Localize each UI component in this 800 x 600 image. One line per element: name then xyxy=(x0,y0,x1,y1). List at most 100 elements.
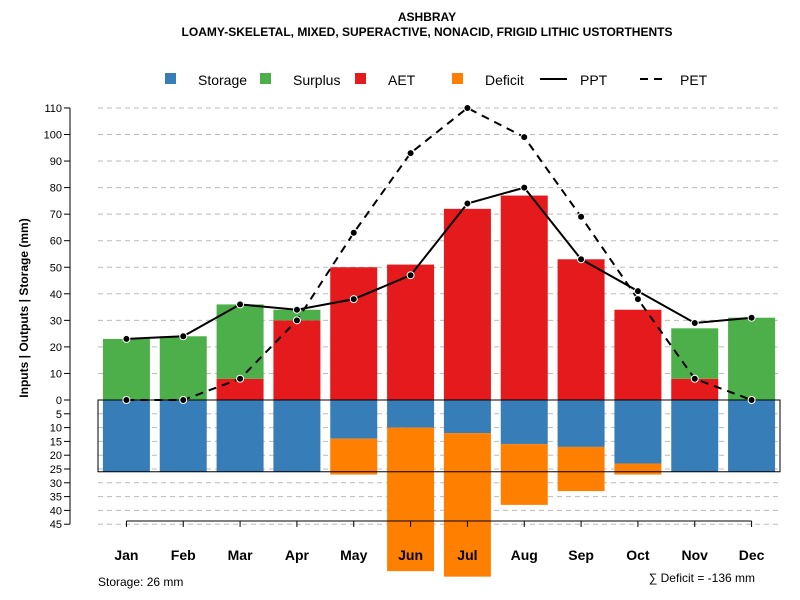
y-axis-label: Inputs | Outputs | Storage (mm) xyxy=(17,218,31,397)
y-tick-label: 110 xyxy=(44,103,62,115)
legend-label-aet: AET xyxy=(388,72,416,88)
y-tick-label: 20 xyxy=(50,450,62,462)
y-tick-label: 90 xyxy=(50,156,62,168)
bars xyxy=(97,195,781,577)
y-tick-label: 0 xyxy=(56,395,62,407)
x-tick-label: Apr xyxy=(285,547,310,563)
aet-bar xyxy=(557,259,605,400)
deficit-bar xyxy=(557,446,605,492)
deficit-bar xyxy=(500,444,548,505)
pet-point xyxy=(577,212,586,221)
pet-point xyxy=(633,295,642,304)
y-tick-label: 50 xyxy=(50,262,62,274)
x-tick-label: Aug xyxy=(511,547,538,563)
surplus-bar xyxy=(671,328,719,379)
storage-bar xyxy=(159,400,207,472)
pet-point xyxy=(520,133,529,142)
storage-bar xyxy=(557,400,605,447)
y-tick-label: 80 xyxy=(50,183,62,195)
aet-bar xyxy=(330,267,378,400)
ppt-point xyxy=(122,334,131,343)
ppt-point xyxy=(747,313,756,322)
legend-label-surplus: Surplus xyxy=(293,72,340,88)
y-tick-label: 70 xyxy=(50,209,62,221)
y-tick-label: 35 xyxy=(50,492,62,504)
legend-swatch-storage xyxy=(165,73,176,84)
pet-point xyxy=(236,374,245,383)
x-tick-label: Jun xyxy=(398,547,423,563)
storage-capacity-box xyxy=(97,399,781,473)
pet-line xyxy=(126,106,752,401)
y-tick-label: 30 xyxy=(50,315,62,327)
surplus-bar xyxy=(216,304,264,379)
ppt-point xyxy=(690,319,699,328)
y-tick-label: 40 xyxy=(50,289,62,301)
ppt-point xyxy=(179,332,188,341)
ppt-point xyxy=(236,300,245,309)
deficit-bar xyxy=(387,427,435,572)
y-tick-label: 10 xyxy=(50,423,62,435)
y-tick-label: 30 xyxy=(50,478,62,490)
surplus-bar xyxy=(273,309,321,321)
x-tick-label: Sep xyxy=(568,547,594,563)
pet-point xyxy=(122,396,131,404)
ppt-point xyxy=(292,305,301,314)
legend-label-storage: Storage xyxy=(198,72,247,88)
legend-swatch-deficit xyxy=(452,73,463,84)
surplus-bar xyxy=(728,317,776,400)
legend-label-ppt: PPT xyxy=(580,72,608,88)
storage-bar xyxy=(273,400,321,472)
ppt-point xyxy=(577,255,586,264)
y-tick-label: 60 xyxy=(50,236,62,248)
x-tick-label: Mar xyxy=(228,547,253,563)
pet-point xyxy=(292,316,301,325)
aet-bar xyxy=(273,320,321,400)
y-tick-label: 15 xyxy=(50,436,62,448)
legend-swatch-surplus xyxy=(260,73,271,84)
y-tick-label: 100 xyxy=(44,130,62,142)
ppt-point xyxy=(633,287,642,296)
x-tick-label: Feb xyxy=(171,547,196,563)
x-tick-label: Jul xyxy=(457,547,477,563)
ppt-point xyxy=(406,271,415,280)
y-tick-label: 45 xyxy=(50,519,62,531)
gridlines xyxy=(98,107,780,525)
legend-swatch-aet xyxy=(355,73,366,84)
aet-bar xyxy=(387,264,435,400)
storage-bar xyxy=(102,400,150,472)
storage-bar xyxy=(330,400,378,439)
y-tick-label: 5 xyxy=(56,409,62,421)
surplus-bar xyxy=(102,338,150,400)
chart-title: ASHBRAY xyxy=(398,10,456,24)
storage-bar xyxy=(387,400,435,428)
x-tick-label: Dec xyxy=(739,547,765,563)
y-tick-label: 10 xyxy=(50,368,62,380)
legend: Storage Surplus AET Deficit PPT PET xyxy=(165,72,708,88)
ppt-point xyxy=(463,199,472,208)
storage-bar xyxy=(728,400,776,472)
aet-bar xyxy=(500,195,548,400)
y-tick-label: 40 xyxy=(50,505,62,517)
x-tick-label: May xyxy=(340,547,367,563)
legend-label-pet: PET xyxy=(680,72,708,88)
pet-point xyxy=(179,396,188,404)
pet-point xyxy=(747,396,756,404)
storage-footnote: Storage: 26 mm xyxy=(98,575,183,589)
aet-bar xyxy=(443,208,491,400)
pet-point xyxy=(349,228,358,237)
chart-subtitle: LOAMY-SKELETAL, MIXED, SUPERACTIVE, NONA… xyxy=(182,25,673,39)
x-tick-label: Jan xyxy=(114,547,138,563)
storage-bar xyxy=(500,400,548,445)
pet-point xyxy=(690,374,699,383)
ppt-point xyxy=(520,183,529,192)
axes: 0102030405060708090100110510152025303540… xyxy=(44,103,765,563)
pet-point xyxy=(463,103,472,112)
x-tick-label: Oct xyxy=(626,547,650,563)
pet-point xyxy=(406,149,415,158)
y-tick-label: 20 xyxy=(50,342,62,354)
deficit-bar xyxy=(614,463,662,475)
storage-bar xyxy=(216,400,264,472)
legend-label-deficit: Deficit xyxy=(485,72,524,88)
storage-bar xyxy=(671,400,719,472)
